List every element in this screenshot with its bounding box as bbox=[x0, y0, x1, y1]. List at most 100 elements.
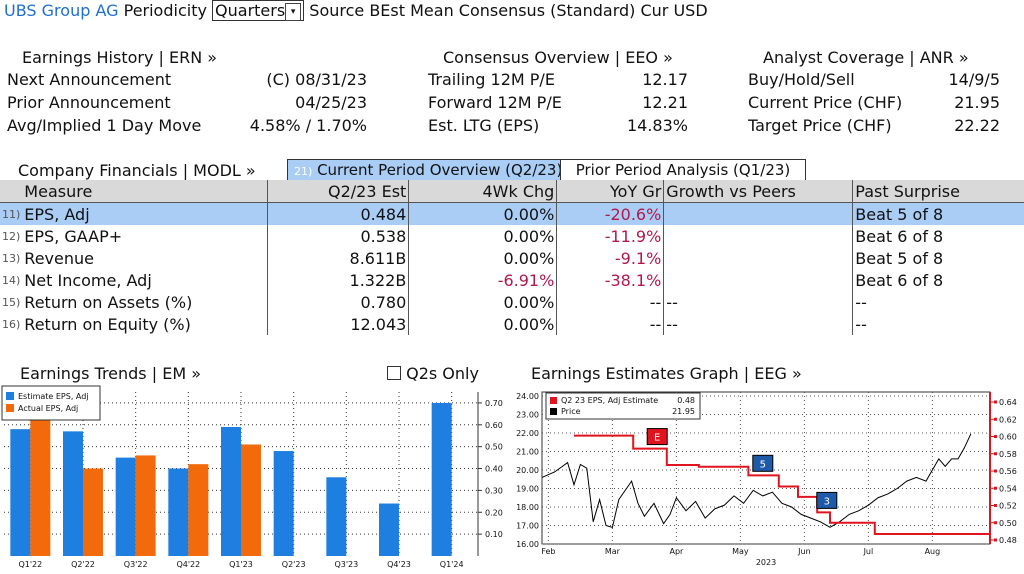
row-growth-vs-peers: -- bbox=[663, 313, 854, 335]
row-measure[interactable]: EPS, GAAP+ bbox=[22, 225, 269, 247]
row-measure[interactable]: Revenue bbox=[22, 247, 269, 269]
trailing-pe-label: Trailing 12M P/E bbox=[428, 70, 555, 89]
consensus-overview-title[interactable]: Consensus Overview | EEO » bbox=[443, 48, 673, 67]
bar-estimate bbox=[273, 451, 294, 556]
chevron-down-icon[interactable]: ▾ bbox=[285, 2, 302, 21]
forward-pe-value: 12.21 bbox=[642, 93, 688, 112]
row-estimate: 1.322B bbox=[267, 269, 410, 291]
ltg-label: Est. LTG (EPS) bbox=[428, 116, 540, 135]
table-row[interactable]: 16) Return on Equity (%) 12.043 0.00% --… bbox=[0, 313, 1024, 335]
y-right-tick-label: 0.58 bbox=[999, 450, 1017, 459]
x-tick-label: May bbox=[732, 547, 749, 556]
tick-marker bbox=[994, 504, 997, 507]
x-tick-label: Q3'22 bbox=[124, 560, 148, 569]
row-number: 12) bbox=[2, 229, 21, 243]
source-value[interactable]: BEst Mean Consensus (Standard) bbox=[369, 1, 636, 20]
bar-actual bbox=[188, 464, 209, 556]
earnings-history-title[interactable]: Earnings History | ERN » bbox=[22, 48, 218, 67]
current-price-value: 21.95 bbox=[954, 93, 1000, 112]
row-past-surprise: -- bbox=[855, 292, 867, 312]
legend-value: 21.95 bbox=[672, 407, 695, 416]
col-past-surprise[interactable]: Past Surprise bbox=[852, 180, 1024, 203]
row-past-surprise: Beat 5 of 8 bbox=[852, 202, 1024, 225]
bar-estimate bbox=[221, 426, 241, 556]
next-announcement-value: (C) 08/31/23 bbox=[266, 70, 367, 89]
row-estimate: 0.484 bbox=[267, 202, 410, 225]
y-left-tick-label: 22.00 bbox=[516, 429, 539, 438]
y-right-tick-label: 0.56 bbox=[999, 467, 1017, 476]
row-4wk-change: 0.00% bbox=[408, 313, 558, 335]
y-tick-label: 0.40 bbox=[485, 465, 503, 474]
y-right-tick-label: 0.48 bbox=[999, 536, 1017, 545]
periodicity-select[interactable]: Quarters ▾ bbox=[212, 0, 305, 21]
tab-current-label: Current Period Overview (Q2/23) bbox=[317, 161, 563, 179]
row-growth-vs-peers: -- bbox=[663, 291, 854, 313]
col-growth-vs-peers[interactable]: Growth vs Peers bbox=[663, 180, 854, 203]
bar-actual bbox=[83, 468, 103, 556]
tick-marker bbox=[994, 486, 997, 490]
table-row[interactable]: 14) Net Income, Adj 1.322B -6.91% -38.1%… bbox=[0, 269, 1024, 291]
tab-prior-period[interactable]: Prior Period Analysis (Q1/23) bbox=[560, 159, 806, 181]
currency-value[interactable]: USD bbox=[673, 1, 708, 20]
col-measure[interactable]: Measure bbox=[22, 180, 269, 203]
row-past-surprise: Beat 6 of 8 bbox=[855, 226, 944, 246]
tick-marker bbox=[994, 435, 997, 438]
col-yoy-growth[interactable]: YoY Gr bbox=[556, 180, 665, 203]
y-right-tick-label: 0.54 bbox=[999, 484, 1017, 493]
earnings-trends-chart: 0.10 0.20 0.30 0.40 0.50 0.60 0.70 Q1'22 Q2'22 Q3… bbox=[1, 385, 503, 569]
estimates-graph-title[interactable]: Earnings Estimates Graph | EEG » bbox=[531, 364, 802, 383]
legend-label: Q2 23 EPS, Adj Estimate bbox=[561, 396, 658, 405]
y-left-tick-label: 24.00 bbox=[516, 392, 539, 401]
x-tick-label: Q4'22 bbox=[176, 560, 200, 569]
event-marker-label: 5 bbox=[760, 459, 766, 470]
row-measure[interactable]: EPS, Adj bbox=[22, 202, 269, 225]
col-4wk-change[interactable]: 4Wk Chg bbox=[408, 180, 558, 203]
header-bar: UBS Group AG Periodicity Quarters ▾ Sourc… bbox=[4, 0, 708, 21]
table-row[interactable]: 11) EPS, Adj 0.484 0.00% -20.6% Beat 5 o… bbox=[0, 202, 1024, 225]
tab-current-period[interactable]: 21) Current Period Overview (Q2/23) bbox=[287, 159, 570, 181]
bar-estimate bbox=[63, 431, 83, 556]
row-4wk-change: 0.00% bbox=[408, 247, 558, 269]
row-number: 11) bbox=[0, 202, 23, 225]
row-4wk-change: 0.00% bbox=[408, 291, 558, 313]
row-yoy-growth: -11.9% bbox=[556, 225, 665, 247]
tick-marker bbox=[994, 538, 997, 542]
source-label: Source bbox=[309, 1, 365, 20]
y-right-tick-label: 0.64 bbox=[999, 398, 1017, 407]
y-tick-label: 0.60 bbox=[485, 421, 503, 430]
x-tick-label: Aug bbox=[925, 547, 941, 556]
row-growth-vs-peers bbox=[663, 247, 854, 269]
event-marker bbox=[646, 428, 668, 446]
row-number: 16) bbox=[2, 317, 21, 331]
x-tick-label: Mar bbox=[605, 547, 621, 556]
bar-estimate bbox=[326, 477, 347, 556]
row-measure[interactable]: Net Income, Adj bbox=[22, 269, 269, 291]
eps-estimate-line bbox=[574, 434, 990, 535]
company-financials-title[interactable]: Company Financials | MODL » bbox=[18, 161, 256, 180]
row-past-surprise: -- bbox=[855, 314, 867, 334]
buy-hold-sell-label: Buy/Hold/Sell bbox=[748, 70, 855, 89]
row-measure[interactable]: Return on Assets (%) bbox=[22, 291, 269, 313]
row-measure[interactable]: Return on Equity (%) bbox=[22, 313, 269, 335]
bar-actual bbox=[241, 444, 261, 556]
bar-estimate bbox=[431, 402, 452, 556]
q2s-only-toggle[interactable]: Q2s Only bbox=[387, 364, 479, 383]
bar-estimate bbox=[379, 503, 399, 556]
table-row[interactable]: 15) Return on Assets (%) 0.780 0.00% -- … bbox=[0, 291, 1024, 313]
row-estimate: 8.611B bbox=[267, 247, 410, 269]
table-row[interactable]: 12) EPS, GAAP+ 0.538 0.00% -11.9% Beat 6… bbox=[0, 225, 1024, 247]
tick-marker bbox=[994, 469, 997, 473]
y-left-tick-label: 20.00 bbox=[516, 466, 539, 475]
event-marker-label: E bbox=[654, 433, 660, 444]
legend-swatch bbox=[550, 408, 557, 415]
checkbox-icon[interactable] bbox=[387, 366, 401, 380]
table-row[interactable]: 13) Revenue 8.611B 0.00% -9.1% Beat 5 of… bbox=[0, 247, 1024, 269]
analyst-coverage-title[interactable]: Analyst Coverage | ANR » bbox=[763, 48, 969, 67]
row-yoy-growth: -20.6% bbox=[556, 202, 665, 225]
col-estimate[interactable]: Q2/23 Est bbox=[267, 180, 410, 203]
earnings-trends-title[interactable]: Earnings Trends | EM » bbox=[20, 364, 201, 383]
target-price-value: 22.22 bbox=[954, 116, 1000, 135]
ticker-name[interactable]: UBS Group AG bbox=[4, 1, 119, 20]
row-yoy-growth: -- bbox=[556, 313, 665, 335]
y-left-tick-label: 23.00 bbox=[516, 411, 539, 420]
